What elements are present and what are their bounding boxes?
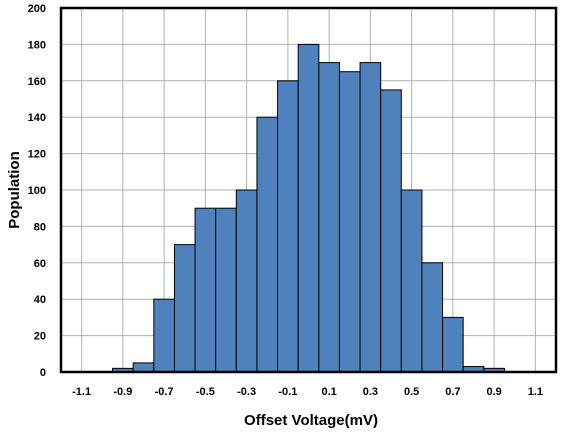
x-tick-label: 0.1 <box>321 386 336 398</box>
histogram-bar <box>256 116 279 373</box>
plot-frame <box>59 6 558 374</box>
y-tick-label: 0 <box>40 367 46 379</box>
x-tick-label: 0.3 <box>363 386 378 398</box>
y-tick-label: 100 <box>28 185 46 197</box>
histogram-bar <box>442 316 464 373</box>
y-tick-label: 80 <box>34 221 46 233</box>
x-tick-label: 1.1 <box>528 386 543 398</box>
histogram-bar <box>215 207 237 373</box>
x-tick-labels: -1.1 -0.9 -0.7 -0.5 -0.3 -0.1 0.1 0.3 0.5 0.7 0.9 1… <box>72 386 543 398</box>
x-tick-label: 0.5 <box>404 386 419 398</box>
histogram-bar <box>173 244 196 373</box>
bars <box>112 43 505 373</box>
histogram-bar <box>235 189 258 373</box>
y-tick-label: 140 <box>28 112 46 124</box>
x-tick-label: -0.7 <box>155 386 174 398</box>
histogram-bar <box>359 62 382 373</box>
y-axis-title: Population <box>6 151 23 229</box>
histogram-bar <box>132 362 155 373</box>
histogram-bar <box>421 262 444 373</box>
y-tick-labels: 0 20 40 60 80 100 120 140 160 180 200 <box>28 3 46 379</box>
histogram-bar <box>194 207 217 373</box>
x-tick-label: -0.9 <box>113 386 132 398</box>
x-tick-label: -1.1 <box>72 386 91 398</box>
y-tick-label: 200 <box>28 3 46 15</box>
y-tick-label: 120 <box>28 149 46 161</box>
y-tick-label: 160 <box>28 76 46 88</box>
x-axis-title: Offset Voltage(mV) <box>244 412 378 429</box>
y-tick-label: 20 <box>34 331 46 343</box>
x-tick-label: -0.3 <box>237 386 256 398</box>
histogram-bar <box>400 189 423 373</box>
histogram-bar <box>380 89 402 373</box>
y-tick-label: 40 <box>34 294 46 306</box>
x-tick-label: 0.9 <box>486 386 501 398</box>
histogram-bar <box>338 71 361 373</box>
histogram-bar <box>297 43 320 373</box>
y-tick-label: 180 <box>28 39 46 51</box>
histogram-bar <box>153 298 175 373</box>
histogram-bar <box>277 80 299 373</box>
y-tick-label: 60 <box>34 258 46 270</box>
histogram-bar <box>318 62 340 373</box>
x-tick-label: 0.7 <box>445 386 460 398</box>
x-tick-label: -0.5 <box>196 386 215 398</box>
x-tick-label: -0.1 <box>278 386 297 398</box>
